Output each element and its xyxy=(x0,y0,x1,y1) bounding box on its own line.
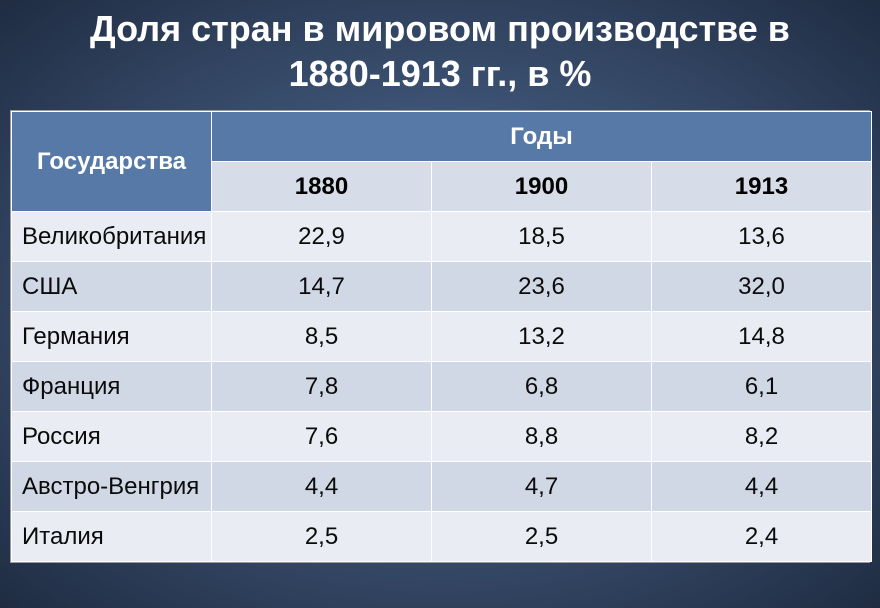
table-row: Великобритания 22,9 18,5 13,6 xyxy=(12,212,872,262)
country-cell: Италия xyxy=(12,512,212,562)
year-col-1: 1900 xyxy=(432,162,652,212)
value-cell: 8,5 xyxy=(212,312,432,362)
value-cell: 4,4 xyxy=(652,462,872,512)
value-cell: 32,0 xyxy=(652,262,872,312)
table-header: Государства Годы 1880 1900 1913 xyxy=(12,112,872,212)
table-row: США 14,7 23,6 32,0 xyxy=(12,262,872,312)
country-cell: Австро-Венгрия xyxy=(12,462,212,512)
value-cell: 2,5 xyxy=(212,512,432,562)
value-cell: 7,6 xyxy=(212,412,432,462)
country-cell: Россия xyxy=(12,412,212,462)
production-table-wrap: Государства Годы 1880 1900 1913 Великобр… xyxy=(10,110,870,563)
country-cell: Германия xyxy=(12,312,212,362)
value-cell: 13,2 xyxy=(432,312,652,362)
value-cell: 7,8 xyxy=(212,362,432,412)
value-cell: 2,4 xyxy=(652,512,872,562)
value-cell: 8,2 xyxy=(652,412,872,462)
value-cell: 23,6 xyxy=(432,262,652,312)
value-cell: 4,4 xyxy=(212,462,432,512)
year-col-0: 1880 xyxy=(212,162,432,212)
slide: Доля стран в мировом производстве в 1880… xyxy=(0,0,880,608)
value-cell: 18,5 xyxy=(432,212,652,262)
value-cell: 14,8 xyxy=(652,312,872,362)
header-years: Годы xyxy=(212,112,872,162)
table-row: Италия 2,5 2,5 2,4 xyxy=(12,512,872,562)
country-cell: США xyxy=(12,262,212,312)
header-countries: Государства xyxy=(12,112,212,212)
table-body: Великобритания 22,9 18,5 13,6 США 14,7 2… xyxy=(12,212,872,562)
production-table: Государства Годы 1880 1900 1913 Великобр… xyxy=(11,111,872,562)
year-col-2: 1913 xyxy=(652,162,872,212)
table-row: Франция 7,8 6,8 6,1 xyxy=(12,362,872,412)
value-cell: 22,9 xyxy=(212,212,432,262)
value-cell: 8,8 xyxy=(432,412,652,462)
value-cell: 14,7 xyxy=(212,262,432,312)
country-cell: Франция xyxy=(12,362,212,412)
value-cell: 2,5 xyxy=(432,512,652,562)
value-cell: 13,6 xyxy=(652,212,872,262)
table-row: Австро-Венгрия 4,4 4,7 4,4 xyxy=(12,462,872,512)
table-row: Россия 7,6 8,8 8,2 xyxy=(12,412,872,462)
slide-title: Доля стран в мировом производстве в 1880… xyxy=(0,0,880,110)
value-cell: 6,8 xyxy=(432,362,652,412)
table-row: Германия 8,5 13,2 14,8 xyxy=(12,312,872,362)
value-cell: 4,7 xyxy=(432,462,652,512)
value-cell: 6,1 xyxy=(652,362,872,412)
country-cell: Великобритания xyxy=(12,212,212,262)
